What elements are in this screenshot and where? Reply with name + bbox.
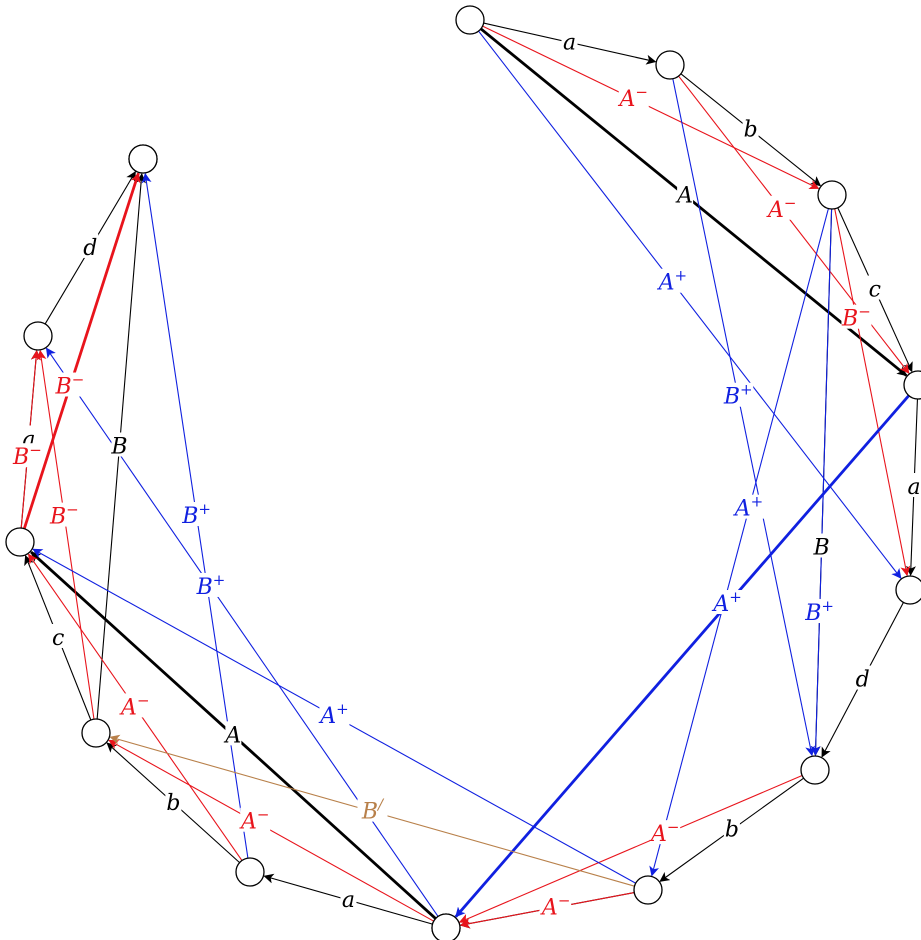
edge-label-n9-n10: a <box>342 888 355 913</box>
edge-label-background <box>906 473 921 498</box>
edge-label-background <box>841 304 872 329</box>
edge-label-n7-n8: b <box>725 818 739 843</box>
edge-label-background <box>49 502 80 527</box>
edge-label-background <box>54 372 85 397</box>
node-n6 <box>800 755 830 785</box>
edge-label-background <box>723 815 740 840</box>
edge-label-background <box>657 268 688 293</box>
edge-n3-n5 <box>834 208 911 577</box>
edge-label-n3-n6: B <box>812 536 829 561</box>
edge-label-n4-n6: B− <box>55 371 85 400</box>
edge-label-background <box>240 807 271 832</box>
edge-label-n7-n11: A+ <box>711 588 741 617</box>
edge-label-n2-n3: b <box>744 118 758 143</box>
edge-label-background <box>804 599 835 624</box>
edge-label-background <box>82 233 99 258</box>
edge-label-background <box>541 893 572 918</box>
edge-label-n15-n13: B+ <box>804 597 834 626</box>
edge-label-n9-n11: A− <box>239 806 269 835</box>
node-n15 <box>431 913 461 940</box>
node-n3 <box>817 180 847 210</box>
node-n10 <box>81 718 111 748</box>
node-n12 <box>23 321 53 351</box>
edge-label-n9-n13: A+ <box>318 700 348 729</box>
node-n2 <box>655 50 685 80</box>
edge-label-background <box>111 432 128 457</box>
edge-labels-layer: abcadbcabcadAABBA−A−B−B−A−A−A−A−B−B−A+B+… <box>12 28 921 922</box>
edge-label-n3-n4: c <box>869 278 881 303</box>
edge-label-n1-n5: A+ <box>657 267 687 296</box>
edge-label-n7-n2: B+ <box>196 571 226 600</box>
edge-label-n5-n6: d <box>856 668 870 693</box>
edge-label-n3-n5: B− <box>841 303 871 332</box>
edge-label-background <box>618 85 649 110</box>
edge-n4-n6 <box>22 172 141 530</box>
edge-label-background <box>677 181 694 206</box>
edge-label-n10-n11: b <box>166 791 180 816</box>
edge-label-background <box>165 788 182 813</box>
edge-label-background <box>50 623 67 648</box>
edge-label-background <box>712 590 743 615</box>
edge-label-n11-n12: c <box>52 626 64 651</box>
edge-label-n1-n2: a <box>563 30 576 55</box>
edge-label-background <box>12 443 43 468</box>
edge-n9-n11 <box>108 739 435 922</box>
edge-n11-n13 <box>36 349 95 720</box>
edge-n7-n9 <box>458 775 803 924</box>
edge-label-n11-n14: B <box>110 434 127 459</box>
edge-label-n1-n4: A <box>675 183 693 208</box>
edge-label-n8-n10: A− <box>540 891 570 920</box>
edge-n2-n4 <box>678 75 910 374</box>
node-n4 <box>903 370 921 400</box>
edge-label-n11-n13: B− <box>49 501 79 530</box>
node-n5 <box>895 575 921 605</box>
edge-label-n10-n12: A− <box>119 691 149 720</box>
edge-label-background <box>181 501 212 526</box>
edge-label-background <box>866 275 883 300</box>
edge-label-n2-n4: A− <box>766 194 796 223</box>
edge-label-background <box>561 28 578 53</box>
edge-label-background <box>650 820 681 845</box>
edge-label-n8-n2: B/ <box>361 796 385 825</box>
edge-label-n9-n12: A <box>223 723 241 748</box>
edge-label-background <box>813 533 830 558</box>
edge-label-n2-n6: B+ <box>723 381 753 410</box>
edge-n1-n4 <box>479 27 908 377</box>
edge-label-n7-n9: A− <box>649 818 679 847</box>
edge-label-n1-n3: A− <box>618 83 648 112</box>
edge-label-n10-n14: B+ <box>181 500 211 529</box>
edge-label-background <box>767 195 798 220</box>
edge-label-background <box>225 721 242 746</box>
edge-label-n8-n12: A+ <box>733 493 763 522</box>
node-n7 <box>633 875 663 905</box>
edge-label-n13-n14: d <box>83 236 97 261</box>
edge-label-background <box>733 494 764 519</box>
edge-label-background <box>195 572 226 597</box>
edge-n1-n5 <box>478 30 902 579</box>
edge-label-n12-n14: B− <box>12 441 42 470</box>
edge-n7-n11 <box>454 394 910 918</box>
node-n11 <box>5 527 35 557</box>
edge-n2-n6 <box>672 78 816 757</box>
node-n9 <box>235 857 265 887</box>
edge-label-background <box>120 693 151 718</box>
edge-label-background <box>742 115 759 140</box>
nodes-layer <box>5 5 921 940</box>
edge-n15-n13 <box>810 208 833 757</box>
edge-label-background <box>319 702 350 727</box>
edge-label-background <box>854 665 871 690</box>
edge-label-background <box>340 886 357 911</box>
node-n14 <box>128 144 158 174</box>
edge-n1-n3 <box>482 25 820 190</box>
edge-label-n4-n5: a <box>907 475 920 500</box>
node-n1 <box>455 5 485 35</box>
edge-n8-n12 <box>649 208 829 877</box>
edge-label-background <box>723 382 754 407</box>
edge-label-background <box>357 797 388 822</box>
